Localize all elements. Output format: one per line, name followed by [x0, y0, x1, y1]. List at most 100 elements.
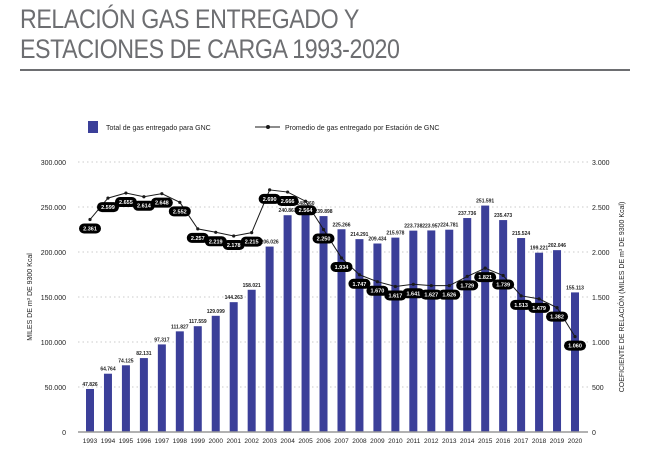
bar-value-label: 215.524 [512, 231, 530, 237]
x-tick-label: 1995 [119, 438, 134, 445]
line-label-pill [150, 197, 173, 208]
y-tick-label: 100.000 [41, 340, 66, 347]
x-tick-label: 2000 [209, 438, 224, 445]
x-tick-label: 1998 [173, 438, 188, 445]
x-tick-label: 2018 [532, 438, 547, 445]
x-tick-label: 1997 [155, 438, 170, 445]
line-point-2002 [250, 231, 254, 235]
bar-1998 [175, 331, 184, 432]
bar-value-label: 199.221 [530, 246, 548, 252]
line-value-label: 1.641 [406, 291, 420, 297]
line-point-1998 [178, 200, 182, 204]
bar-value-label: 209.434 [368, 237, 386, 243]
bar-2007 [337, 229, 346, 432]
line-value-label: 1.729 [460, 283, 474, 289]
line-value-label: 1.060 [568, 344, 582, 350]
bar-2014 [463, 218, 472, 432]
bar-value-label: 237.736 [458, 211, 476, 217]
bar-2019 [553, 250, 562, 432]
line-point-2010 [393, 284, 397, 289]
y2-axis-label: COEFICIENTE DE RELACIÓN (MILES DE m³ DE … [617, 202, 626, 393]
bar-1997 [157, 344, 166, 432]
line-value-label: 2.215 [245, 240, 259, 246]
line-point-1999 [196, 227, 200, 231]
line-point-2009 [375, 280, 380, 284]
line-point-1993 [88, 217, 92, 222]
y2-tick-label: 3.000 [592, 160, 610, 167]
bar-2003 [265, 246, 274, 432]
line-point-2000 [214, 230, 218, 234]
line-label-pill [384, 290, 407, 301]
x-tick-label: 2020 [568, 438, 583, 445]
bar-2006 [319, 216, 328, 432]
line-label-pill [546, 311, 569, 322]
line-value-label: 2.564 [299, 208, 314, 214]
bar-value-label: 97.317 [154, 337, 170, 343]
line-value-label: 2.250 [317, 237, 331, 243]
x-tick-label: 2013 [442, 438, 457, 445]
bar-value-label: 223.957 [422, 223, 440, 229]
x-tick-label: 1994 [101, 438, 116, 445]
x-tick-label: 2016 [496, 438, 511, 445]
line-value-label: 2.257 [191, 236, 205, 242]
bar-value-label: 111.827 [171, 324, 189, 330]
bar-value-label: 239.898 [314, 209, 332, 215]
line-label-pill [402, 288, 425, 299]
bar-2015 [481, 205, 490, 432]
bar-value-label: 215.978 [386, 231, 404, 237]
y-axis-label: MILES DE m³ DE 9300 Kcal [27, 253, 34, 341]
line-value-label: 1.821 [478, 275, 492, 281]
line-value-label: 2.361 [83, 227, 97, 233]
line-value-label: 1.747 [353, 282, 367, 288]
line-value-label: 2.666 [281, 199, 295, 205]
line-label-pill [564, 340, 586, 351]
legend: Total de gas entregado para GNC Promedio… [88, 121, 439, 133]
line-point-2019 [555, 306, 559, 310]
line-label-pill [438, 289, 461, 300]
line-value-label: 1.739 [496, 282, 510, 288]
bar-2009 [373, 243, 382, 432]
legend-line-marker [266, 125, 270, 129]
line-point-2017 [519, 294, 523, 298]
line-label-pill [366, 285, 389, 296]
x-tick-label: 2010 [388, 438, 403, 445]
bar-1999 [193, 326, 202, 432]
line-point-2011 [411, 282, 415, 286]
x-tick-label: 2019 [550, 438, 565, 445]
x-tick-label: 2009 [370, 438, 385, 445]
y-tick-label: 0 [62, 430, 66, 437]
x-tick-label: 1996 [137, 438, 152, 445]
bar-2010 [391, 237, 400, 432]
bar-value-label: 225.266 [332, 222, 350, 228]
y-tick-label: 300.000 [41, 160, 66, 167]
line-point-2004 [285, 190, 290, 194]
line-label-pill [348, 278, 371, 289]
y-tick-label: 150.000 [41, 295, 66, 302]
line-label-pill [330, 261, 353, 272]
y2-tick-label: 500 [592, 385, 604, 392]
line-value-label: 1.626 [442, 293, 456, 299]
bar-2016 [499, 220, 508, 432]
y2-tick-label: 2.000 [592, 250, 610, 257]
bar-value-label: 240.861 [279, 208, 297, 214]
line-value-label: 2.599 [101, 205, 115, 211]
legend-bar-label: Total de gas entregado para GNC [106, 125, 211, 132]
x-tick-label: 1993 [83, 438, 98, 445]
line-point-2006 [321, 227, 326, 232]
bar-2004 [283, 215, 292, 432]
bar-value-label: 206.026 [261, 240, 279, 246]
line-value-label: 2.614 [137, 204, 152, 210]
line-point-2014 [465, 274, 469, 278]
y-tick-label: 250.000 [41, 205, 66, 212]
x-tick-label: 2002 [244, 438, 259, 445]
y2-tick-label: 2.500 [592, 205, 610, 212]
line-value-label: 1.934 [335, 265, 350, 271]
line-label-pill [312, 233, 335, 244]
line-point-2008 [357, 273, 362, 277]
line-value-label: 2.655 [119, 200, 133, 206]
x-tick-label: 2007 [334, 438, 349, 445]
bar-2000 [211, 315, 220, 432]
line-point-1994 [106, 196, 110, 200]
bar-value-label: 251.591 [476, 199, 494, 205]
